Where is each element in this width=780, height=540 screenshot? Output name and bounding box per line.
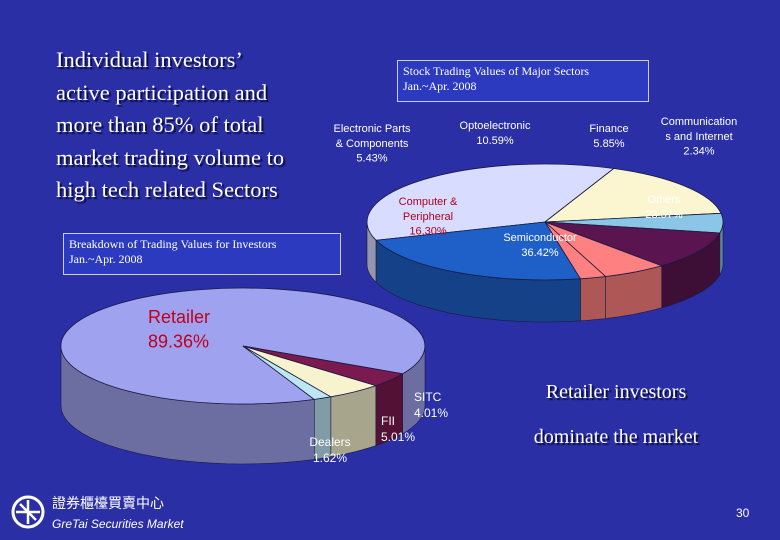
logo-english-text: GreTai Securities Market — [52, 517, 184, 531]
sectors-label-computer-peripheral-line: 16.30% — [409, 226, 447, 238]
logo-chinese-text: 證券櫃檯買賣中心 — [52, 495, 164, 511]
investors-label-retailer: Retailer 89.36% — [148, 307, 210, 351]
sectors-slice-optoelectronic — [544, 221, 721, 267]
sectors-label-computer-peripheral-line: Peripheral — [403, 211, 453, 223]
sectors-label-computer-peripheral-line: Computer & — [399, 196, 458, 208]
sectors-label-semiconductor-line: Semiconductor — [503, 232, 577, 244]
investors-slice-retailer — [60, 287, 426, 405]
sectors-label-others: Others 23.07% — [645, 194, 683, 221]
sectors-label-finance-line: Finance — [589, 123, 628, 135]
page-number: 30 — [736, 506, 750, 520]
gretai-logo: 證券櫃檯買賣中心 GreTai Securities Market — [11, 495, 184, 531]
investors-label-fii-line: 5.01% — [381, 430, 415, 444]
investors-label-fii: FII 5.01% — [381, 414, 415, 444]
sectors-label-communications-and-internet: Communication s and Internet 2.34% — [661, 116, 737, 158]
sectors-label-optoelectronic: Optoelectronic 10.59% — [460, 120, 531, 147]
sectors-slice-others — [375, 221, 582, 281]
sectors-label-semiconductor: Semiconductor 36.42% — [503, 232, 577, 259]
sectors-slice-semiconductor — [366, 163, 615, 241]
investors-label-sitc: SITC 4.01% — [414, 390, 448, 420]
headline: Individual investors’ active participati… — [56, 47, 285, 202]
conclusion-line-1: Retailer investors — [545, 381, 687, 403]
sectors-label-others-line: 23.07% — [645, 209, 683, 221]
investors-pie — [60, 287, 426, 465]
investors-side-dealers — [314, 396, 332, 460]
sectors-label-finance-line: 5.85% — [593, 138, 624, 150]
sectors-label-communications-and-internet-line: 2.34% — [683, 146, 714, 158]
sectors-label-finance: Finance 5.85% — [589, 123, 628, 150]
sectors-chart-title: Stock Trading Values of Major Sectors Ja… — [397, 60, 649, 102]
investors-slice-sitc — [242, 345, 404, 387]
investors-label-dealers-line: 1.62% — [313, 451, 347, 465]
sectors-label-electronic-parts-components: Electronic Parts & Components 5.43% — [333, 123, 411, 165]
sectors-label-electronic-parts-components-line: & Components — [336, 138, 409, 150]
conclusion-line-2: dominate the market — [533, 426, 699, 448]
sectors-label-communications-and-internet-line: s and Internet — [665, 131, 732, 143]
investors-label-dealers: Dealers 1.62% — [309, 435, 350, 465]
sectors-label-semiconductor-line: 36.42% — [521, 247, 559, 259]
investors-label-retailer-line: Retailer — [148, 307, 210, 327]
investors-chart-title: Breakdown of Trading Values for Investor… — [63, 233, 341, 275]
sectors-label-electronic-parts-components-line: 5.43% — [356, 153, 387, 165]
sectors-label-computer-peripheral: Computer & Peripheral 16.30% — [399, 196, 458, 238]
sectors-label-optoelectronic-line: 10.59% — [476, 135, 514, 147]
investors-label-sitc-line: SITC — [414, 390, 442, 404]
sectors-label-communications-and-internet-line: Communication — [661, 116, 737, 128]
investors-label-retailer-line: 89.36% — [148, 331, 209, 351]
sectors-slice-computer-peripheral — [543, 168, 722, 223]
sectors-side-communications-and-internet — [580, 276, 606, 322]
sectors-label-electronic-parts-components-line: Electronic Parts — [333, 123, 411, 135]
sectors-pie — [366, 163, 724, 323]
sectors-label-others-line: Others — [647, 194, 681, 206]
sectors-label-optoelectronic-line: Optoelectronic — [460, 120, 531, 132]
investors-label-fii-line: FII — [381, 414, 395, 428]
investors-label-sitc-line: 4.01% — [414, 406, 448, 420]
investors-label-dealers-line: Dealers — [309, 435, 350, 449]
logo-emblem-icon — [11, 495, 45, 529]
